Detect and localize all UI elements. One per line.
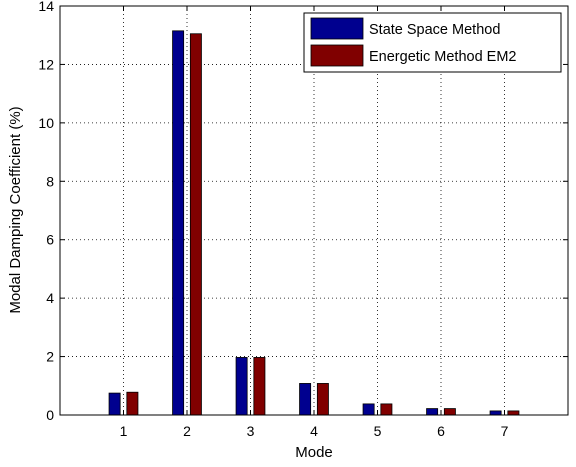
bar-energetic-mode-5 bbox=[380, 403, 393, 416]
x-tick-label: 3 bbox=[247, 423, 255, 439]
x-tick-label: 2 bbox=[183, 423, 191, 439]
y-tick-label: 8 bbox=[46, 173, 54, 189]
x-tick-label: 7 bbox=[501, 423, 509, 439]
legend-swatch-energetic bbox=[310, 44, 364, 67]
bar-energetic-mode-2 bbox=[189, 33, 202, 416]
bar-energetic-mode-4 bbox=[316, 383, 329, 416]
grid bbox=[60, 6, 568, 415]
bar-state-space-mode-2 bbox=[172, 30, 185, 416]
y-tick-label: 12 bbox=[38, 56, 54, 72]
legend-label-energetic: Energetic Method EM2 bbox=[369, 49, 517, 65]
bar-state-space-mode-5 bbox=[362, 403, 375, 416]
bar-energetic-mode-1 bbox=[126, 391, 139, 416]
bar-energetic-mode-3 bbox=[253, 357, 266, 416]
x-tick-label: 1 bbox=[120, 423, 128, 439]
y-tick-label: 0 bbox=[46, 407, 54, 423]
y-tick-label: 2 bbox=[46, 349, 54, 365]
y-axis-label: Modal Damping Coefficient (%) bbox=[7, 106, 24, 313]
y-tick-label: 14 bbox=[38, 0, 54, 14]
y-tick-label: 10 bbox=[38, 115, 54, 131]
x-tick-label: 4 bbox=[310, 423, 318, 439]
bar-state-space-mode-6 bbox=[426, 408, 439, 416]
y-tick-label: 4 bbox=[46, 290, 54, 306]
bar-state-space-mode-3 bbox=[235, 357, 248, 416]
legend-label-state-space: State Space Method bbox=[369, 22, 500, 38]
x-tick-label: 5 bbox=[374, 423, 382, 439]
axis-ticks bbox=[60, 5, 568, 416]
bar-energetic-mode-7 bbox=[507, 410, 520, 416]
bar-energetic-mode-6 bbox=[443, 408, 456, 416]
x-axis-label: Mode bbox=[295, 444, 333, 461]
bar-state-space-mode-1 bbox=[108, 392, 121, 416]
legend: State Space Method Energetic Method EM2 bbox=[303, 12, 562, 73]
x-tick-label: 6 bbox=[437, 423, 445, 439]
bar-state-space-mode-7 bbox=[489, 410, 502, 416]
y-tick-label: 6 bbox=[46, 232, 54, 248]
legend-swatch-state-space bbox=[310, 17, 364, 40]
bar-state-space-mode-4 bbox=[299, 383, 312, 416]
